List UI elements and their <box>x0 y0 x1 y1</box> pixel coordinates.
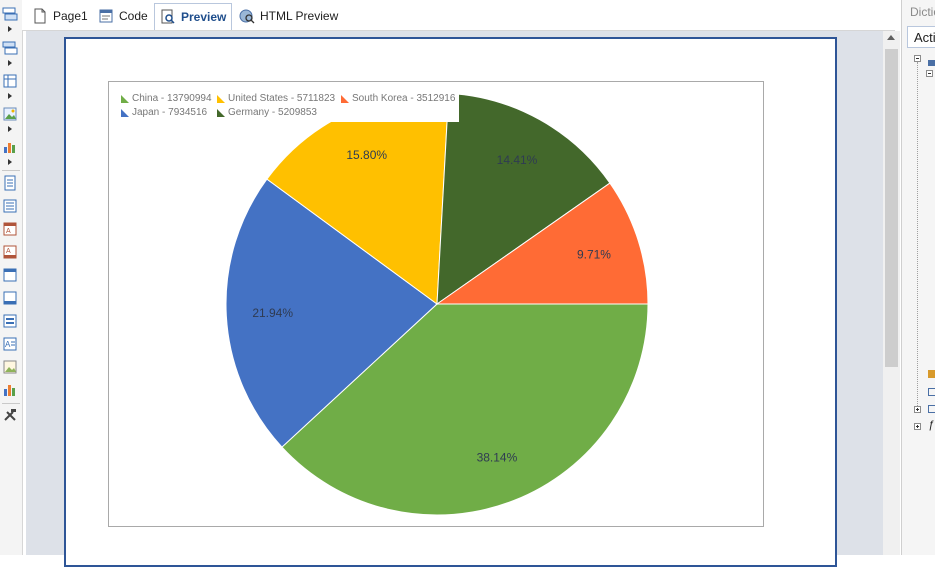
footer-icon[interactable]: A <box>2 244 18 260</box>
slice-label-japan: 21.94% <box>252 306 293 320</box>
vertical-scrollbar[interactable] <box>883 31 900 555</box>
toolbox: A A A <box>0 0 23 555</box>
pie-chart: 38.14% 21.94% 15.80% 14.41% 9.71% <box>225 92 649 516</box>
data-band-icon[interactable] <box>2 313 18 329</box>
legend-label: China - 13790994 <box>132 93 212 104</box>
tab-label: Preview <box>181 10 227 24</box>
scroll-up-arrow-icon[interactable] <box>887 35 895 40</box>
code-icon <box>99 9 113 23</box>
pie-slice-germany[interactable] <box>436 92 611 305</box>
svg-text:A: A <box>5 340 11 349</box>
legend-label: Japan - 7934516 <box>132 107 208 118</box>
resource-icon <box>928 388 935 396</box>
scrollbar-thumb[interactable] <box>885 49 898 367</box>
tab-page1[interactable]: Page1 <box>27 4 93 28</box>
legend-item: South Korea - 3512916 <box>341 93 455 104</box>
document-tab-bar: Page1 Code Preview HTML Preview <box>22 0 895 31</box>
collapse-node-icon[interactable] <box>926 70 933 77</box>
header-icon[interactable]: A <box>2 221 18 237</box>
tab-label: Page1 <box>53 9 88 23</box>
chart-legend: China - 13790994 United States - 5711823 S… <box>119 91 459 122</box>
variable-icon <box>928 370 935 378</box>
expand-arrow-icon[interactable] <box>8 126 12 132</box>
html-preview-icon <box>239 9 255 24</box>
expand-node-icon[interactable] <box>914 423 921 430</box>
slice-label-south-korea: 9.71% <box>577 248 611 262</box>
pie-slice-japan[interactable] <box>225 178 438 448</box>
legend-swatch <box>121 94 129 103</box>
expand-arrow-icon[interactable] <box>8 26 12 32</box>
slice-label-china: 38.14% <box>477 450 518 464</box>
legend-label: South Korea - 3512916 <box>352 93 456 104</box>
preview-workspace: 38.14% 21.94% 15.80% 14.41% 9.71% China - 13… <box>26 31 883 567</box>
panel-title: Dictionary <box>910 5 935 19</box>
legend-swatch <box>217 94 225 103</box>
svg-text:A: A <box>6 228 11 235</box>
legend-item: United States - 5711823 <box>217 93 335 104</box>
pie-slice-south-korea[interactable] <box>435 182 649 305</box>
expand-arrow-icon[interactable] <box>8 93 12 99</box>
dictionary-panel: Dictionary Actions ƒ <box>901 0 935 555</box>
data-source-icon <box>928 60 935 66</box>
cross-tab-icon[interactable] <box>2 73 18 89</box>
tab-label: HTML Preview <box>260 9 339 23</box>
tools-icon[interactable] <box>2 407 18 423</box>
picture-icon[interactable] <box>2 359 18 375</box>
legend-swatch <box>341 94 349 103</box>
tab-code[interactable]: Code <box>93 4 153 28</box>
functions-icon: ƒ <box>928 419 935 431</box>
legend-label: Germany - 5209853 <box>228 107 317 118</box>
chart-icon[interactable] <box>2 139 18 155</box>
tab-label: Code <box>119 9 148 23</box>
svg-text:A: A <box>6 248 11 255</box>
page-icon <box>34 8 46 24</box>
tab-html-preview[interactable]: HTML Preview <box>234 4 343 28</box>
bands-icon[interactable] <box>2 6 18 22</box>
group-header-icon[interactable]: A <box>2 336 18 352</box>
tab-preview[interactable]: Preview <box>154 3 233 30</box>
chart-frame: 38.14% 21.94% 15.80% 14.41% 9.71% China - 13… <box>108 81 764 527</box>
report-summary-icon[interactable] <box>2 290 18 306</box>
page-footer-icon[interactable] <box>2 267 18 283</box>
legend-swatch <box>121 108 129 117</box>
legend-item: China - 13790994 <box>121 93 212 104</box>
collapse-node-icon[interactable] <box>914 55 921 62</box>
expand-node-icon[interactable] <box>914 406 921 413</box>
legend-label: United States - 5711823 <box>228 93 336 104</box>
expand-arrow-icon[interactable] <box>8 60 12 66</box>
cross-bands-icon[interactable] <box>2 40 18 56</box>
bar-chart-icon[interactable] <box>2 382 18 398</box>
page-header-icon[interactable] <box>2 175 18 191</box>
legend-item: Germany - 5209853 <box>217 107 317 118</box>
legend-item: Japan - 7934516 <box>121 107 207 118</box>
report-title-icon[interactable] <box>2 198 18 214</box>
system-variables-icon <box>928 405 935 413</box>
pie-slice-china[interactable] <box>281 303 649 516</box>
legend-swatch <box>217 108 225 117</box>
preview-icon <box>161 9 175 24</box>
slice-label-united-states: 15.80% <box>346 148 387 162</box>
actions-label: Actions <box>914 30 935 45</box>
actions-dropdown[interactable]: Actions <box>907 26 935 48</box>
report-page: 38.14% 21.94% 15.80% 14.41% 9.71% China - 13… <box>64 37 837 567</box>
slice-label-germany: 14.41% <box>497 153 538 167</box>
image-icon[interactable] <box>2 106 18 122</box>
expand-arrow-icon[interactable] <box>8 159 12 165</box>
